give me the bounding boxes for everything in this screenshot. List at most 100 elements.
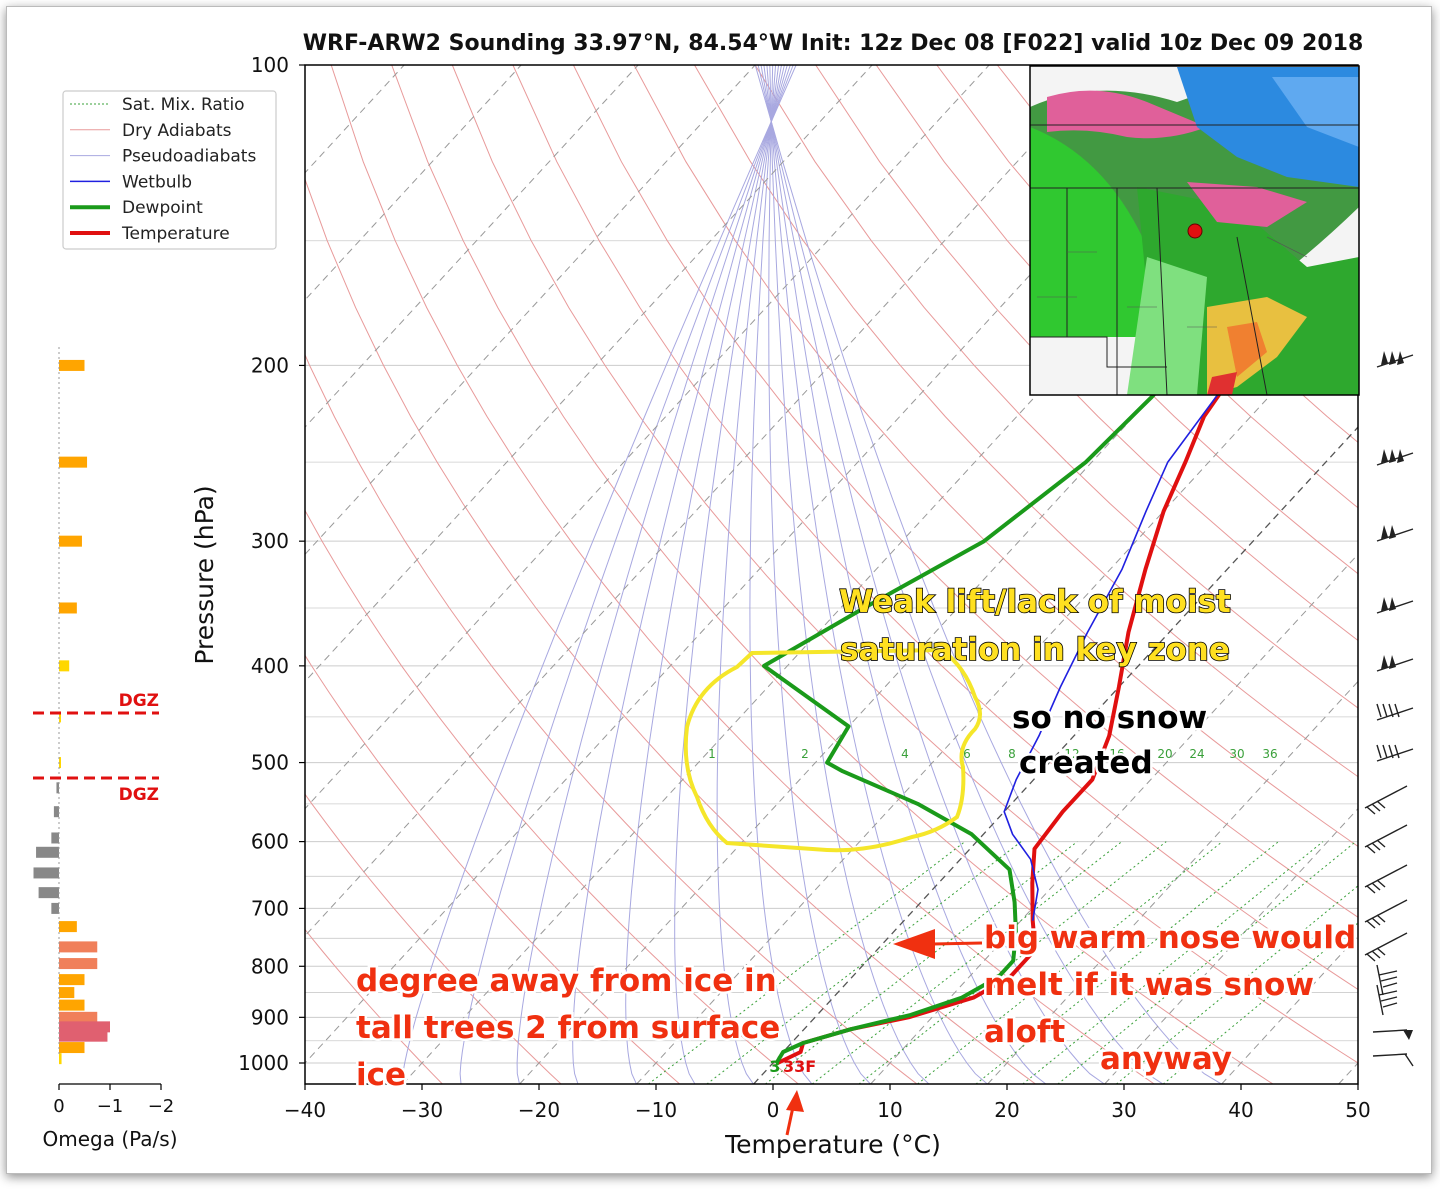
y-tick-label: 900: [251, 1005, 289, 1029]
omega-bar: [59, 921, 77, 932]
mixing-ratio-label: 24: [1189, 747, 1204, 761]
dgz-label: DGZ: [119, 691, 159, 711]
x-tick-label: 30: [1111, 1098, 1136, 1122]
omega-bar: [59, 974, 85, 985]
omega-bar: [59, 1000, 85, 1011]
mixing-ratio-label: 30: [1229, 747, 1244, 761]
x-tick-label: 20: [994, 1098, 1019, 1122]
annotations: Weak lift/lack of moist saturation in ke…: [356, 584, 1356, 1093]
annotation-warm-nose-2: melt if it was snow: [984, 967, 1314, 1003]
omega-bar: [39, 887, 59, 898]
omega-panel: 0 −1 −2 Omega (Pa/s) DGZ DGZ: [33, 347, 178, 1151]
omega-tick-label: 0: [53, 1096, 64, 1117]
omega-bar: [34, 867, 60, 878]
x-tick-label: 40: [1228, 1098, 1253, 1122]
annotation-warm-nose-3: aloft: [984, 1014, 1065, 1050]
isotherm-line: [169, 65, 1107, 1084]
omega-bar: [59, 457, 87, 468]
legend-label: Dry Adiabats: [122, 121, 232, 141]
omega-bar: [59, 360, 85, 371]
omega-bar: [36, 847, 59, 858]
wind-barb: [1365, 865, 1407, 893]
wind-barb: [1377, 351, 1413, 367]
wind-barb: [1365, 933, 1407, 961]
surface-dewpoint-label: 3: [769, 1057, 780, 1076]
dry-adiabat-line: [1361, 65, 1440, 1084]
omega-bar: [51, 832, 59, 843]
legend-label: Pseudoadiabats: [122, 147, 256, 167]
skew-t-chart: WRF-ARW2 Sounding 33.97°N, 84.54°W Init:…: [7, 7, 1440, 1189]
y-tick-label: 500: [251, 751, 289, 775]
dgz-label: DGZ: [119, 785, 159, 805]
x-tick-label: 10: [877, 1098, 902, 1122]
x-tick-label: −30: [401, 1098, 443, 1122]
annotation-degree-away-3: ice: [356, 1057, 406, 1093]
mixing-ratio-label: 36: [1262, 747, 1277, 761]
wind-barb: [1373, 1030, 1413, 1040]
omega-bar: [59, 987, 74, 998]
x-tick-label: −20: [518, 1098, 560, 1122]
dry-adiabat-line: [210, 65, 917, 1084]
wind-barb: [1365, 825, 1407, 853]
x-axis-label: Temperature (°C): [724, 1130, 941, 1159]
y-tick-label: 1000: [238, 1051, 289, 1075]
legend-label: Dewpoint: [122, 198, 203, 218]
omega-bar: [59, 1053, 62, 1064]
y-tick-label: 200: [251, 353, 289, 377]
omega-tick-label: −1: [97, 1096, 124, 1117]
surface-temperature-label: 33F: [783, 1057, 816, 1076]
y-tick-label: 300: [251, 529, 289, 553]
mixing-ratio-label: 2: [801, 747, 809, 761]
omega-bar: [59, 941, 97, 952]
legend-label: Wetbulb: [122, 172, 192, 192]
wind-barb: [1377, 704, 1413, 720]
annotation-degree-away-1: degree away from ice in: [356, 963, 777, 999]
mixing-ratio-label: 4: [901, 747, 909, 761]
omega-bar: [54, 806, 59, 817]
y-axis-label: Pressure (hPa): [190, 485, 219, 664]
y-tick-label: 100: [251, 53, 289, 77]
annotation-no-snow-2: created: [1019, 745, 1153, 781]
chart-title: WRF-ARW2 Sounding 33.97°N, 84.54°W Init:…: [303, 31, 1364, 56]
chart-frame: WRF-ARW2 Sounding 33.97°N, 84.54°W Init:…: [6, 6, 1432, 1174]
wind-barb: [1373, 1054, 1413, 1066]
x-tick-label: 0: [767, 1098, 780, 1122]
omega-bar: [59, 1031, 107, 1042]
omega-bar: [59, 958, 97, 969]
omega-bar: [59, 536, 82, 547]
wind-barb: [1377, 597, 1413, 613]
sounding-location-marker: [1188, 224, 1202, 238]
x-tick-label: −40: [284, 1098, 326, 1122]
pseudoadiabat-line: [626, 65, 785, 1084]
wind-barb: [1365, 900, 1407, 928]
omega-bar: [59, 602, 77, 613]
radar-map-inset: [1030, 66, 1359, 395]
mixing-ratio-label: 20: [1157, 747, 1172, 761]
annotation-warm-nose-1: big warm nose would: [984, 920, 1356, 956]
wind-barb: [1365, 786, 1407, 814]
wind-barb: [1377, 449, 1413, 465]
x-tick-label: 50: [1345, 1098, 1370, 1122]
y-tick-label: 700: [251, 896, 289, 920]
omega-tick-label: −2: [148, 1096, 175, 1117]
mixing-ratio-line: [812, 842, 1122, 1085]
legend: Sat. Mix. Ratio Dry Adiabats Pseudoadiabat…: [63, 91, 276, 249]
legend-label: Temperature: [121, 224, 230, 244]
annotation-weak-lift-1: Weak lift/lack of moist: [839, 584, 1231, 620]
legend-label: Sat. Mix. Ratio: [122, 95, 245, 115]
omega-bar: [59, 660, 69, 671]
omega-bar: [59, 1042, 85, 1053]
wind-barb: [1377, 985, 1397, 1015]
pseudoadiabat-line: [403, 65, 797, 1084]
wind-barb: [1377, 655, 1413, 671]
annotation-no-snow-1: so no snow: [1012, 700, 1207, 736]
wind-barb: [1377, 965, 1397, 995]
y-tick-label: 800: [251, 954, 289, 978]
pseudoadiabat-line: [460, 65, 793, 1084]
omega-bar: [59, 1012, 97, 1023]
omega-axis-label: Omega (Pa/s): [42, 1127, 177, 1151]
annotation-weak-lift-2: saturation in key zone: [840, 632, 1230, 668]
wind-barb: [1377, 525, 1413, 541]
